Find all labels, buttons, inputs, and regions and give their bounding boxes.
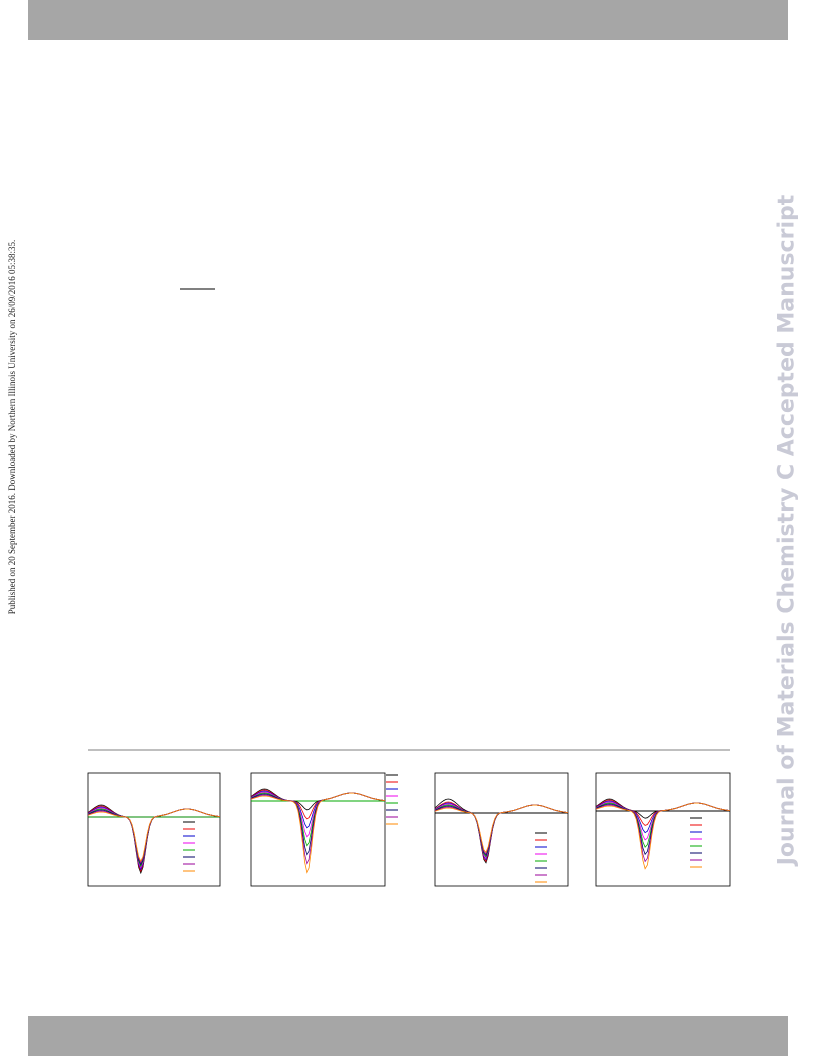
curve — [87, 806, 221, 871]
curve — [595, 802, 731, 863]
footer-bar — [28, 1016, 788, 1056]
panel-frame — [434, 772, 569, 887]
curve — [87, 805, 221, 873]
curve — [434, 802, 569, 861]
curve — [434, 804, 569, 854]
panel-frame — [595, 772, 731, 887]
curve — [87, 804, 221, 875]
curve — [250, 791, 386, 838]
panel-frame — [250, 772, 386, 887]
curve — [595, 802, 731, 848]
curve — [434, 803, 569, 860]
panel-frame — [87, 772, 221, 887]
curve — [595, 798, 731, 819]
curve — [87, 808, 221, 863]
curve — [250, 792, 386, 874]
curve — [434, 801, 569, 863]
header-bar — [28, 0, 788, 40]
figure-panels — [87, 772, 731, 887]
curve — [595, 802, 731, 870]
curve — [595, 801, 731, 841]
